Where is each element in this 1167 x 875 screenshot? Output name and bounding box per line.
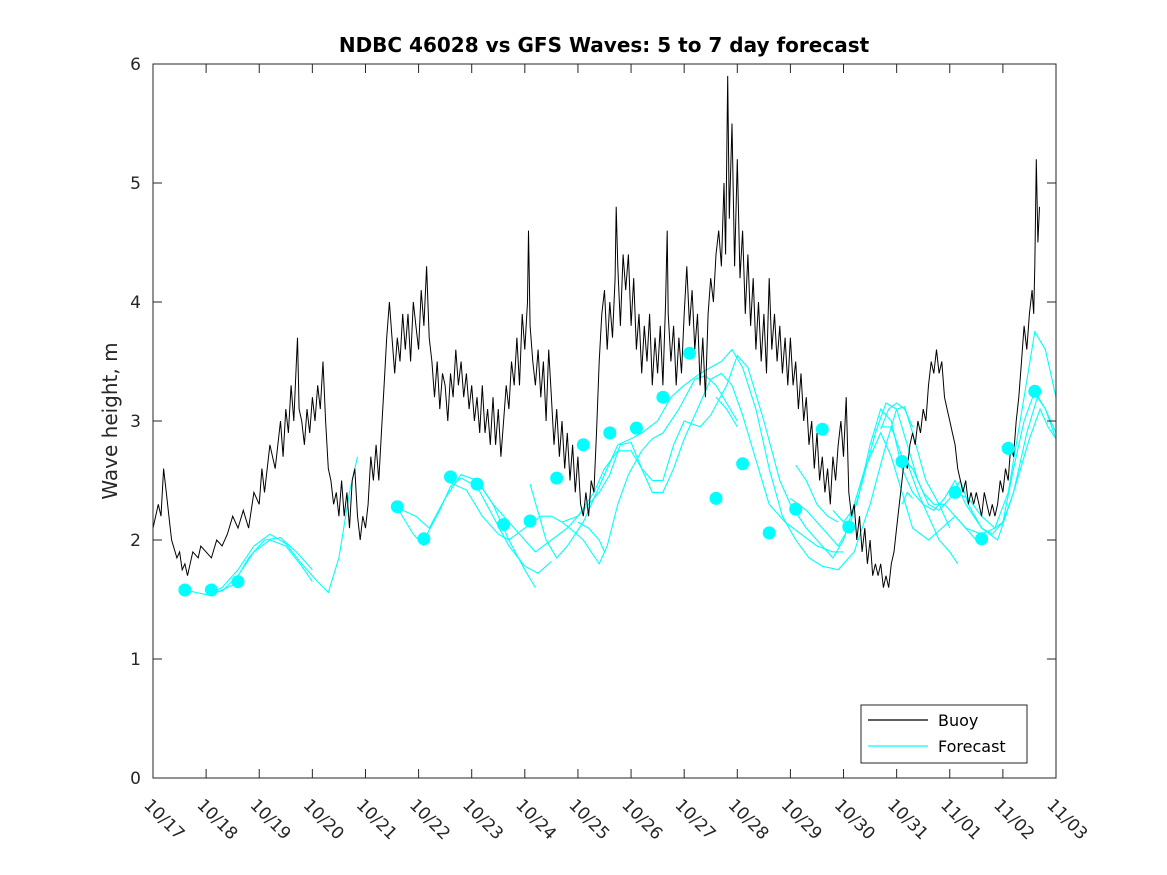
y-tick-label-6: 6 [130,55,141,75]
x-tick-label-13: 10/30 [830,795,879,844]
forecast-line-16 [715,396,738,428]
y-tick-label-1: 1 [130,650,141,670]
forecast-marker-14 [683,346,696,360]
forecast-marker-22 [948,485,962,499]
forecast-marker-17 [762,526,776,540]
forecast-marker-10 [576,438,590,452]
plot-marks [152,75,1057,597]
x-tick-label-2: 10/19 [246,795,295,844]
x-tick-label-10: 10/27 [671,795,720,844]
legend: Buoy Forecast [860,704,1028,764]
chart-title: NDBC 46028 vs GFS Waves: 5 to 7 day fore… [339,33,870,57]
forecast-marker-8 [523,514,537,528]
forecast-marker-13 [656,390,670,404]
legend-label-buoy: Buoy [938,711,978,730]
plot-frame [152,63,1057,779]
forecast-line-13 [954,395,1057,529]
forecast-marker-20 [842,520,856,534]
forecast-line-15 [577,521,606,553]
x-tick-label-17: 11/03 [1042,795,1091,844]
forecast-line-8 [561,330,1057,559]
forecast-line-6 [479,372,844,553]
forecast-marker-21 [895,455,909,468]
forecast-marker-24 [1001,441,1015,455]
forecast-line-4 [423,477,552,574]
x-tick-label-6: 10/23 [458,795,507,844]
legend-box [860,704,1028,764]
forecast-marker-18 [789,502,803,516]
forecast-line-1 [216,537,313,593]
x-tick-label-1: 10/18 [193,795,242,844]
x-tick-label-11: 10/28 [724,795,773,844]
x-tick-label-3: 10/20 [299,795,348,844]
x-tick-label-16: 11/02 [989,795,1038,844]
x-tick-label-7: 10/24 [511,795,560,844]
y-tick-label-4: 4 [130,293,141,313]
forecast-marker-5 [444,470,457,484]
buoy-line [152,75,1040,588]
x-tick-label-4: 10/21 [352,795,401,844]
forecast-marker-4 [417,532,431,546]
forecast-line-9 [790,390,1057,547]
forecast-marker-0 [178,583,192,597]
forecast-marker-11 [603,426,617,440]
forecast-marker-2 [231,575,245,589]
forecast-line-3 [397,473,536,588]
forecast-marker-25 [1028,384,1042,398]
forecast-marker-19 [815,422,829,436]
forecast-marker-15 [709,491,723,505]
y-axis-label: Wave height, m [98,342,122,499]
forecast-marker-23 [975,532,989,546]
y-tick-label-3: 3 [130,412,141,432]
forecast-line-18 [880,402,914,430]
forecast-line-0 [184,456,359,596]
forecast-marker-6 [470,477,484,491]
forecast-line-19 [901,491,914,505]
x-tick-label-9: 10/26 [618,795,667,844]
x-tick-label-8: 10/25 [564,795,613,844]
forecast-line-2 [206,539,313,592]
forecast-marker-12 [629,421,643,435]
legend-label-forecast: Forecast [938,737,1006,756]
x-tick-label-0: 10/17 [139,795,188,844]
forecast-line-11 [880,426,977,541]
x-tick-label-14: 10/31 [883,795,932,844]
x-tick-label-15: 11/01 [936,795,985,844]
x-tick-label-12: 10/29 [777,795,826,844]
y-axis: 0 1 2 3 4 5 6 [130,55,1056,789]
forecast-line-5 [450,375,738,565]
forecast-line-17 [795,464,839,523]
forecast-line-12 [906,462,959,565]
forecast-marker-9 [550,471,564,485]
y-tick-label-2: 2 [130,531,141,551]
forecast-marker-7 [497,518,511,531]
x-tick-label-5: 10/22 [405,795,454,844]
forecast-marker-1 [204,583,218,597]
y-tick-label-0: 0 [130,769,141,789]
y-tick-label-5: 5 [130,174,141,194]
forecast-marker-16 [736,457,750,471]
forecast-marker-3 [390,500,404,514]
